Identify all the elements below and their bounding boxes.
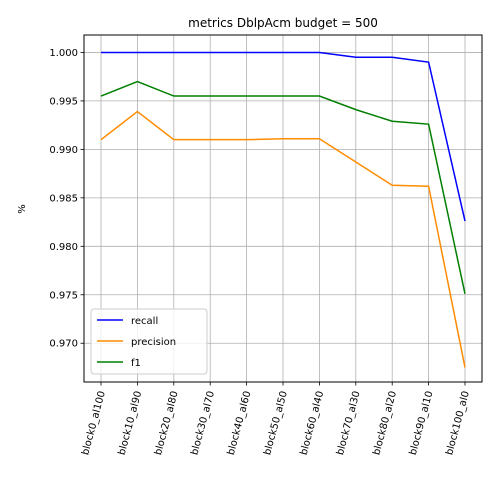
x-axis-ticks: block0_al100 block10_al90 block20_al80 bloc… xyxy=(80,382,472,456)
y-tick-label: 0.980 xyxy=(49,242,78,253)
legend: recall precision f1 xyxy=(90,308,208,375)
legend-label-f1: f1 xyxy=(131,358,141,369)
y-tick-label: 0.970 xyxy=(49,339,78,350)
legend-label-recall: recall xyxy=(131,316,158,327)
x-tick-label: block100_al0 xyxy=(444,390,472,456)
x-tick-label: block40_al60 xyxy=(226,390,254,456)
x-tick-label: block10_al90 xyxy=(117,390,145,456)
legend-box xyxy=(90,308,208,375)
legend-label-precision: precision xyxy=(131,337,176,348)
series-lines xyxy=(100,51,466,368)
y-tick-label: 0.975 xyxy=(49,290,78,301)
y-tick-label: 0.990 xyxy=(49,145,78,156)
x-tick-label: block60_al40 xyxy=(299,390,327,456)
x-tick-label: block80_al20 xyxy=(371,390,399,456)
x-tick-label: block70_al30 xyxy=(335,390,363,456)
x-tick-label: block90_al10 xyxy=(408,390,436,456)
y-tick-label: 0.985 xyxy=(49,193,78,204)
y-tick-label: 0.995 xyxy=(49,96,78,107)
y-tick-label: 1.000 xyxy=(49,48,78,59)
x-tick-label: block50_al50 xyxy=(262,390,290,456)
series-line-recall xyxy=(101,51,466,222)
x-tick-label: block20_al80 xyxy=(153,390,181,456)
y-axis-label: % xyxy=(17,204,28,214)
y-axis-ticks: 0.970 0.975 0.980 0.985 0.990 0.995 1.000 xyxy=(49,48,84,350)
series-line-precision xyxy=(100,110,466,368)
series-line-f1 xyxy=(100,80,466,294)
chart-title: metrics DblpAcm budget = 500 xyxy=(188,16,378,30)
grid xyxy=(84,35,482,382)
x-tick-label: block30_al70 xyxy=(189,390,217,456)
x-tick-label: block0_al100 xyxy=(80,390,108,456)
